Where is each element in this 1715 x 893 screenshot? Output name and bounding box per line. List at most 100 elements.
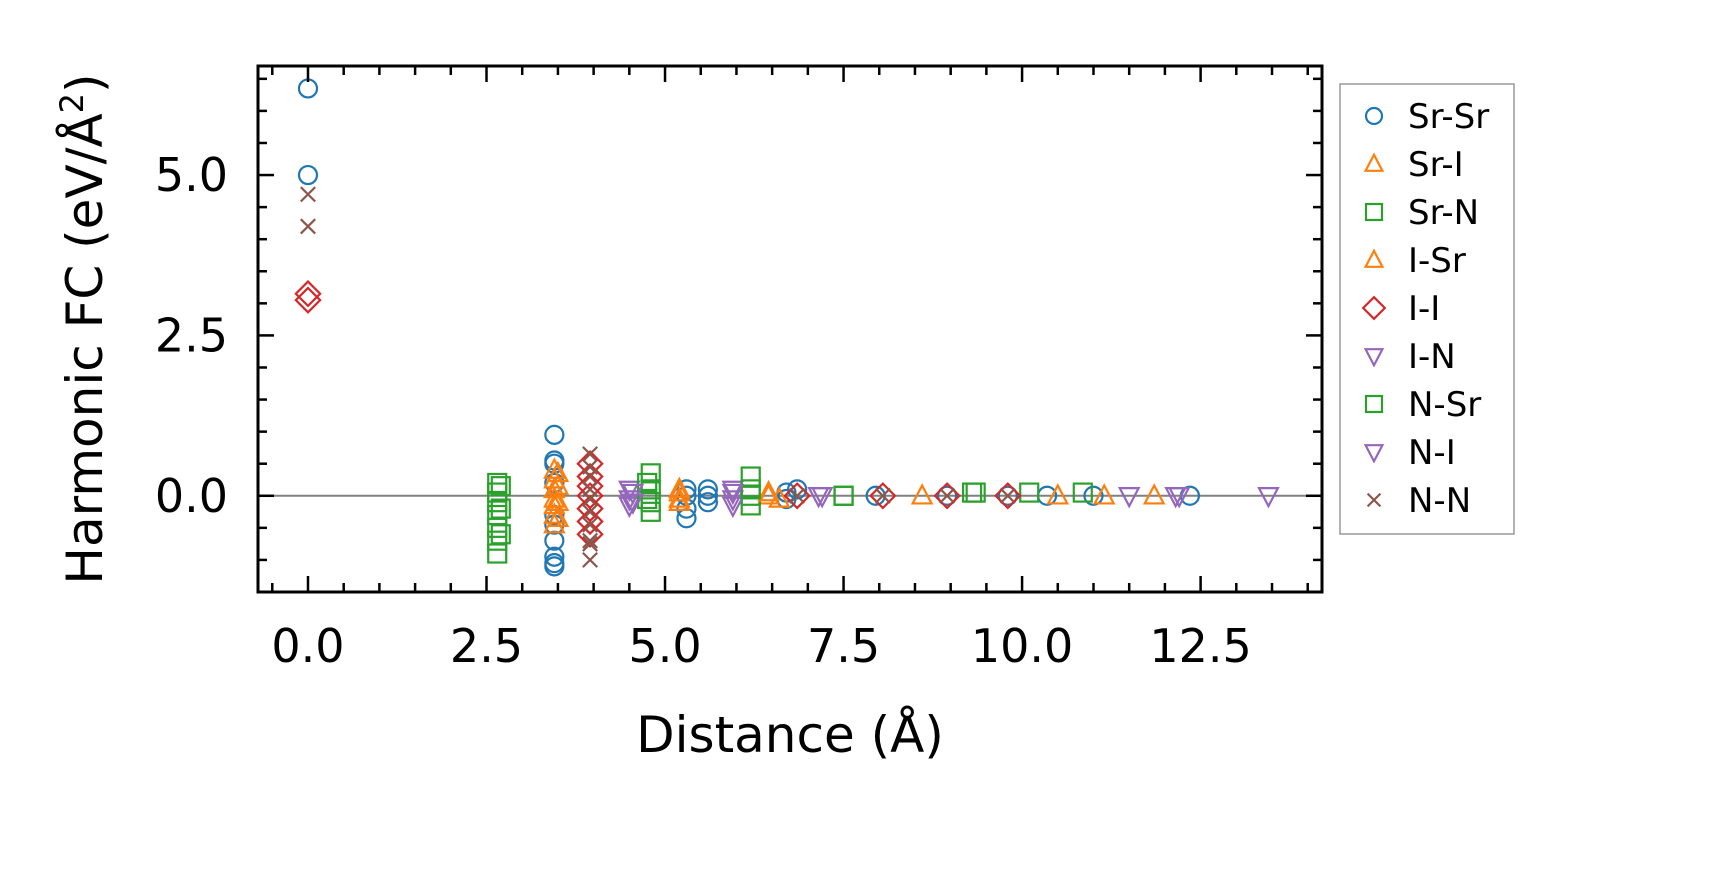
data-point-sr-sr bbox=[544, 546, 565, 567]
legend-label-sr-i: Sr-I bbox=[1408, 145, 1464, 185]
data-point-sr-n bbox=[487, 504, 508, 526]
y-tick-label: 2.5 bbox=[155, 308, 228, 362]
data-point-n-n bbox=[999, 487, 1016, 504]
data-point-n-sr bbox=[740, 479, 761, 500]
data-point-n-n bbox=[874, 487, 891, 504]
x-stroke bbox=[582, 532, 599, 549]
legend-label-sr-n: Sr-N bbox=[1408, 193, 1479, 233]
data-point-n-n bbox=[582, 535, 599, 552]
legend-label-n-n: N-N bbox=[1408, 481, 1471, 521]
legend-label-i-n: I-N bbox=[1408, 337, 1456, 377]
data-point-sr-sr bbox=[997, 485, 1018, 506]
data-point-i-i bbox=[576, 520, 604, 548]
x-stroke bbox=[582, 551, 599, 568]
x-stroke bbox=[300, 218, 316, 235]
x-tick-label: 10.0 bbox=[971, 619, 1073, 673]
data-point-sr-sr bbox=[697, 492, 718, 513]
data-point-n-sr bbox=[490, 476, 511, 497]
data-point-i-i bbox=[294, 280, 322, 308]
data-point-n-sr bbox=[961, 482, 983, 503]
data-point-n-n bbox=[582, 491, 599, 507]
legend-marker-i-n bbox=[1363, 348, 1385, 368]
x-stroke bbox=[582, 503, 599, 520]
legend-label-sr-sr: Sr-Sr bbox=[1408, 97, 1489, 137]
data-point-sr-n bbox=[487, 492, 508, 513]
data-point-i-i bbox=[994, 482, 1022, 510]
data-point-sr-n bbox=[487, 517, 508, 538]
data-point-n-i bbox=[807, 487, 830, 509]
data-point-sr-sr bbox=[676, 479, 697, 500]
legend-label-i-sr: I-Sr bbox=[1408, 241, 1466, 281]
x-stroke bbox=[300, 186, 316, 203]
data-point-i-n bbox=[721, 496, 745, 519]
data-point-i-n bbox=[1117, 487, 1141, 509]
x-axis-title: Distance (Å) bbox=[636, 706, 944, 764]
legend-marker-i-sr bbox=[1363, 248, 1385, 268]
data-point-n-n bbox=[300, 218, 316, 235]
data-point-i-i bbox=[576, 507, 604, 536]
x-stroke bbox=[582, 468, 599, 485]
legend-marker-n-sr bbox=[1364, 394, 1384, 414]
x-stroke bbox=[582, 491, 599, 507]
data-point-sr-n bbox=[487, 543, 508, 564]
data-point-sr-sr bbox=[1083, 485, 1104, 506]
legend-marker-sr-i bbox=[1363, 152, 1385, 172]
data-point-sr-n bbox=[487, 530, 508, 551]
data-point-i-sr bbox=[768, 486, 791, 508]
data-point-i-i bbox=[933, 482, 961, 510]
y-axis-title-close: ) bbox=[56, 73, 114, 93]
data-point-n-n bbox=[582, 503, 599, 520]
data-point-i-i bbox=[869, 482, 897, 510]
data-point-n-sr bbox=[833, 485, 854, 506]
y-axis-title-superscript: 2 bbox=[53, 93, 91, 113]
data-point-n-n bbox=[582, 468, 599, 485]
data-point-i-n bbox=[721, 490, 745, 512]
legend-box bbox=[1339, 83, 1515, 535]
legend-marker-n-n bbox=[1366, 492, 1382, 508]
x-stroke bbox=[874, 487, 891, 504]
x-stroke bbox=[1366, 492, 1382, 508]
axis-ticks bbox=[258, 66, 1322, 594]
data-point-i-sr bbox=[546, 505, 570, 527]
data-point-sr-n bbox=[740, 466, 761, 487]
data-point-sr-sr bbox=[697, 485, 718, 506]
data-point-i-sr bbox=[757, 479, 780, 502]
data-point-n-i bbox=[721, 483, 745, 506]
x-stroke bbox=[999, 487, 1016, 504]
legend-marker-i-i bbox=[1361, 295, 1387, 321]
data-point-n-sr bbox=[637, 488, 658, 510]
data-point-sr-i bbox=[1142, 483, 1166, 505]
legend-marker-n-i bbox=[1363, 444, 1385, 464]
legend-label-i-i: I-I bbox=[1408, 289, 1440, 329]
data-point-n-n bbox=[582, 516, 599, 533]
data-point-sr-n bbox=[1019, 482, 1040, 503]
data-point-n-sr bbox=[490, 524, 511, 545]
data-point-sr-sr bbox=[544, 424, 565, 445]
data-point-n-n bbox=[300, 186, 316, 203]
data-point-sr-i bbox=[1046, 483, 1070, 505]
data-point-sr-n bbox=[640, 501, 661, 522]
data-point-n-i bbox=[1167, 487, 1191, 509]
data-point-sr-n bbox=[740, 495, 761, 516]
tick-labels: 0.0 2.5 5.0 7.5 10.0 12.5 0.0 2.5 5.0 bbox=[155, 148, 1252, 673]
x-stroke bbox=[939, 487, 956, 504]
data-markers bbox=[294, 78, 1280, 577]
data-point-sr-i bbox=[910, 483, 934, 505]
data-point-sr-i bbox=[543, 502, 566, 524]
y-axis-title-main: Harmonic FC (eV/Å bbox=[56, 113, 114, 584]
y-tick-label: 5.0 bbox=[155, 148, 228, 202]
data-point-n-sr bbox=[490, 498, 511, 519]
y-tick-label: 0.0 bbox=[155, 469, 228, 523]
data-point-i-n bbox=[1257, 487, 1280, 509]
legend-items: Sr-Sr Sr-I Sr-N I-Sr I-I I-N N-Sr N-I N-N bbox=[1361, 97, 1489, 521]
data-point-n-n bbox=[939, 487, 956, 504]
x-stroke bbox=[789, 487, 806, 504]
data-point-i-i bbox=[783, 482, 811, 510]
x-stroke bbox=[582, 446, 599, 463]
data-point-n-sr bbox=[637, 472, 658, 494]
x-tick-label: 0.0 bbox=[271, 619, 344, 673]
legend: Sr-Sr Sr-I Sr-N I-Sr I-I I-N N-Sr N-I N-N bbox=[1339, 83, 1515, 535]
data-point-sr-sr bbox=[697, 479, 718, 500]
data-point-sr-n bbox=[1072, 482, 1093, 503]
